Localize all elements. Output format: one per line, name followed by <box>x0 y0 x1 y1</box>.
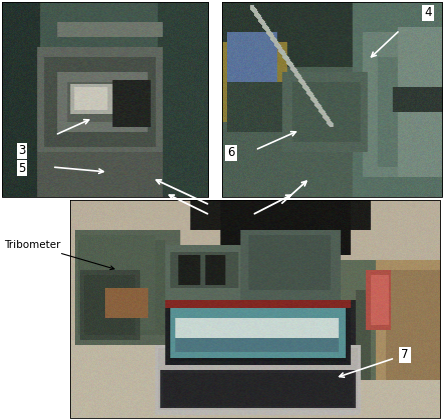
Text: 7: 7 <box>401 349 409 362</box>
Text: 3: 3 <box>18 144 26 158</box>
Text: 6: 6 <box>227 147 235 160</box>
Text: 5: 5 <box>18 162 26 174</box>
Text: 4: 4 <box>424 6 432 19</box>
Text: Tribometer: Tribometer <box>4 240 114 270</box>
